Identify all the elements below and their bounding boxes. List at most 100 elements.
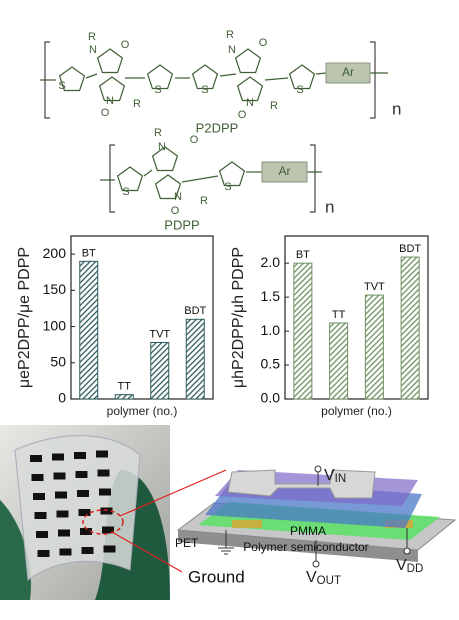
- device-cell: [55, 491, 67, 499]
- category-label: TT: [118, 381, 132, 393]
- structure-name: P2DPP: [196, 120, 239, 135]
- category-label: TT: [332, 309, 346, 321]
- bond: [181, 175, 219, 183]
- category-label: BT: [82, 247, 96, 259]
- device-cell: [37, 550, 50, 557]
- dpp-ring: [151, 146, 179, 172]
- bar: [150, 341, 170, 400]
- plot-frame: [70, 235, 214, 400]
- thiophene-ring: [116, 166, 144, 192]
- device-cell: [80, 528, 92, 535]
- device-cell: [77, 490, 89, 497]
- atom-label: S: [58, 80, 65, 92]
- atom-label: S: [122, 186, 129, 198]
- device-cell: [31, 474, 44, 481]
- device-cell: [97, 469, 110, 477]
- thiophene-ring: [191, 64, 219, 90]
- v-out-label-sub: OUT: [317, 575, 341, 587]
- device-cell: [56, 510, 69, 518]
- category-label: BDT: [184, 305, 206, 317]
- atom-label: N: [89, 44, 97, 56]
- thiophene-ring: [58, 66, 86, 92]
- dpp-ring: [98, 76, 126, 102]
- device-cell: [52, 453, 64, 461]
- highlight-ring: [82, 509, 124, 535]
- end-group: Ar: [279, 164, 291, 178]
- atom-label: N: [158, 141, 166, 153]
- x-axis-label: polymer (no.): [321, 404, 392, 418]
- device-cell: [58, 529, 70, 537]
- device-cell: [53, 472, 66, 480]
- contact-pad: [232, 520, 262, 528]
- dpp-ring: [154, 174, 182, 200]
- y-tick-label: 0.0: [261, 390, 281, 406]
- end-group-box: [261, 161, 308, 183]
- bond: [143, 169, 153, 177]
- category-label: TVT: [364, 281, 385, 293]
- v-in-label-main: V: [324, 467, 335, 484]
- device-cell: [99, 488, 111, 496]
- dpp-ring: [236, 76, 264, 102]
- device-cell: [78, 509, 91, 516]
- atom-label: O: [259, 37, 268, 49]
- thiophene-ring: [218, 161, 246, 187]
- device-cell: [102, 526, 114, 534]
- terminal: [312, 560, 320, 568]
- bar: [329, 322, 349, 400]
- atom-label: N: [246, 97, 254, 109]
- bar: [114, 394, 134, 400]
- thiophene-ring: [146, 64, 174, 90]
- bracket: [310, 144, 316, 213]
- terminal: [403, 547, 411, 555]
- bracket: [109, 144, 115, 213]
- bar: [293, 262, 313, 400]
- device-cell: [34, 512, 47, 519]
- gate-electrode: [227, 469, 376, 499]
- plot-frame: [284, 235, 429, 400]
- y-tick-label: 0.5: [261, 356, 281, 372]
- ground-label: Ground: [188, 567, 245, 586]
- y-axis-label: μhP2DPP/μh PDPP: [230, 247, 247, 388]
- atom-label: O: [121, 39, 130, 51]
- device-cell: [36, 531, 48, 538]
- device-cell: [100, 507, 113, 515]
- dpp-ring: [96, 48, 124, 74]
- category-label: TVT: [149, 328, 170, 340]
- v-in-label: VIN: [324, 467, 346, 485]
- v-out-label: VOUT: [306, 569, 341, 587]
- atom-label: O: [101, 107, 110, 119]
- y-tick-label: 2.0: [261, 254, 281, 270]
- device-cell: [96, 450, 108, 458]
- atom-label: R: [88, 31, 96, 43]
- v-out-label-main: V: [306, 569, 317, 586]
- bar: [185, 318, 205, 400]
- atom-label: S: [201, 84, 208, 96]
- glove: [0, 500, 31, 600]
- x-axis-label: polymer (no.): [107, 404, 178, 418]
- repeat-unit: n: [325, 197, 334, 216]
- bar: [79, 260, 99, 400]
- atom-label: N: [174, 191, 182, 203]
- callout-line: [111, 531, 183, 573]
- bond: [219, 73, 237, 77]
- atom-label: O: [171, 205, 180, 217]
- atom-label: R: [200, 195, 208, 207]
- bracket: [370, 41, 376, 119]
- device-cell: [74, 452, 86, 459]
- atom-label: O: [190, 134, 199, 146]
- bond: [315, 72, 327, 75]
- y-tick-label: 0: [58, 390, 66, 406]
- pet-layer-side: [178, 530, 418, 562]
- bar: [400, 256, 420, 400]
- layer-label: PMMA: [290, 524, 326, 538]
- atom-label: R: [226, 29, 234, 41]
- device-cell: [81, 547, 94, 554]
- y-tick-label: 1.0: [261, 322, 281, 338]
- y-tick-label: 200: [43, 245, 67, 261]
- structure-name: PDPP: [164, 217, 199, 232]
- device-cell: [103, 545, 116, 553]
- device-cell: [30, 455, 42, 462]
- layer-label: PET: [175, 536, 199, 550]
